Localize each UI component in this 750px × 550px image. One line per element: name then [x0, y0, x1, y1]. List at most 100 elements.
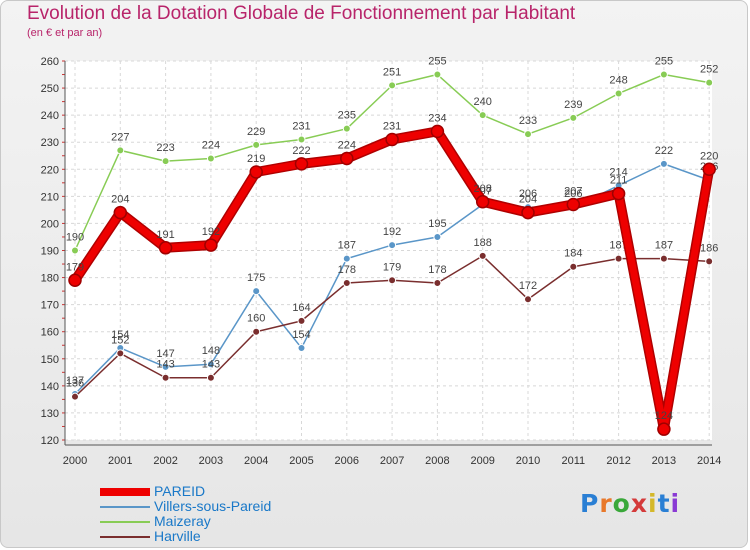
logo-letter: x: [630, 489, 648, 518]
data-point-maizeray: [252, 140, 261, 149]
data-label-harville: 187: [655, 240, 673, 252]
data-point-maizeray: [206, 154, 215, 163]
x-tick-label: 2008: [425, 455, 449, 467]
y-tick-label: 140: [41, 381, 59, 393]
data-label-pareid: 124: [655, 410, 673, 422]
x-tick-label: 2002: [153, 455, 177, 467]
data-label-harville: 179: [383, 261, 401, 273]
data-label-pareid: 208: [474, 183, 492, 195]
logo-letter: r: [599, 489, 613, 518]
data-label-maizeray: 239: [564, 99, 582, 111]
x-tick-label: 2007: [380, 455, 404, 467]
x-tick-label: 2004: [244, 455, 268, 467]
data-point-harville: [161, 373, 170, 382]
x-tick-label: 2012: [606, 455, 630, 467]
y-tick-label: 210: [41, 191, 59, 203]
x-tick-label: 2009: [470, 455, 494, 467]
data-label-harville: 160: [247, 313, 265, 325]
data-point-maizeray: [116, 146, 125, 155]
data-label-villers-sous-pareid: 195: [428, 218, 446, 230]
data-point-villers-sous-pareid: [659, 159, 668, 168]
data-point-villers-sous-pareid: [388, 241, 397, 250]
data-point-maizeray: [659, 70, 668, 79]
data-label-harville: 178: [338, 264, 356, 276]
data-point-maizeray: [161, 157, 170, 166]
data-label-pareid: 222: [292, 145, 310, 157]
data-point-harville: [206, 373, 215, 382]
x-tick-label: 2010: [516, 455, 540, 467]
x-tick-label: 2001: [108, 455, 132, 467]
logo-letter: o: [612, 489, 631, 518]
y-tick-label: 150: [41, 354, 59, 366]
y-tick-label: 250: [41, 83, 59, 95]
data-label-harville: 186: [700, 242, 718, 254]
data-point-villers-sous-pareid: [342, 254, 351, 263]
y-tick-label: 230: [41, 137, 59, 149]
y-tick-label: 240: [41, 110, 59, 122]
data-point-pareid: [702, 162, 716, 177]
data-label-villers-sous-pareid: 206: [519, 188, 537, 200]
data-point-harville: [705, 257, 714, 266]
data-point-villers-sous-pareid: [161, 362, 170, 371]
data-label-maizeray: 255: [655, 56, 673, 68]
data-label-villers-sous-pareid: 222: [655, 145, 673, 157]
x-tick-label: 2013: [652, 455, 676, 467]
data-label-pareid: 219: [247, 153, 265, 165]
data-point-villers-sous-pareid: [252, 287, 261, 296]
data-point-maizeray: [478, 111, 487, 120]
data-label-maizeray: 190: [66, 232, 84, 244]
data-point-harville: [297, 316, 306, 325]
data-point-maizeray: [71, 246, 79, 255]
data-point-maizeray: [524, 130, 532, 139]
data-label-harville: 188: [474, 237, 492, 249]
data-point-pareid: [385, 132, 399, 147]
data-label-villers-sous-pareid: 175: [247, 272, 265, 284]
data-point-maizeray: [705, 78, 714, 87]
data-label-maizeray: 235: [338, 110, 356, 122]
data-label-harville: 178: [428, 264, 446, 276]
data-label-harville: 164: [292, 302, 310, 314]
proxiti-logo: Proxiti: [580, 489, 680, 518]
data-point-harville: [342, 278, 351, 287]
chart-subtitle: (en € et par an): [27, 27, 103, 39]
y-tick-label: 190: [41, 246, 59, 258]
data-label-villers-sous-pareid: 214: [609, 167, 627, 179]
chart-title: Evolution de la Dotation Globale de Fonc…: [27, 3, 576, 24]
x-tick-label: 2014: [697, 455, 721, 467]
data-point-maizeray: [614, 89, 623, 98]
x-tick-label: 2011: [561, 455, 585, 467]
data-label-maizeray: 251: [383, 66, 401, 78]
data-label-maizeray: 233: [519, 115, 537, 127]
data-label-harville: 184: [564, 248, 582, 260]
logo-letter: i: [670, 489, 681, 518]
data-label-villers-sous-pareid: 206: [564, 188, 582, 200]
line-chart: 120 130 140 150 160 170 180 190 200 210 220 230 240 2…: [41, 56, 722, 467]
data-point-pareid: [158, 241, 173, 255]
y-tick-label: 130: [41, 408, 59, 420]
data-point-harville: [524, 295, 532, 304]
logo-letter: P: [580, 489, 600, 518]
data-point-maizeray: [569, 113, 578, 122]
data-point-maizeray: [342, 124, 351, 133]
data-point-harville: [433, 278, 442, 287]
data-label-villers-sous-pareid: 148: [202, 345, 220, 357]
data-label-villers-sous-pareid: 147: [156, 348, 174, 360]
data-point-pareid: [611, 186, 626, 201]
data-label-pareid: 234: [428, 112, 446, 124]
data-point-harville: [478, 251, 487, 260]
data-label-maizeray: 224: [202, 139, 220, 151]
data-label-pareid: 220: [700, 150, 718, 162]
legend-label: Villers-sous-Pareid: [154, 498, 272, 514]
legend-swatch: [100, 536, 150, 538]
data-label-maizeray: 227: [111, 131, 129, 143]
data-label-villers-sous-pareid: 187: [338, 240, 356, 252]
data-point-pareid: [68, 273, 82, 288]
data-point-pareid: [521, 205, 535, 220]
y-tick-label: 120: [41, 435, 59, 447]
data-point-pareid: [113, 205, 128, 220]
data-point-harville: [71, 392, 79, 401]
data-label-pareid: 204: [111, 194, 129, 206]
data-label-pareid: 224: [338, 139, 356, 151]
data-label-harville: 143: [202, 359, 220, 371]
y-tick-label: 200: [41, 218, 59, 230]
